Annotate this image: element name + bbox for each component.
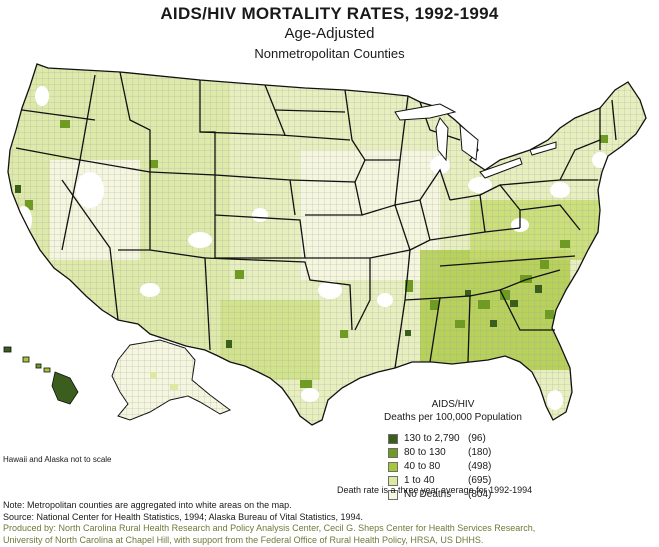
legend-swatch [388, 448, 398, 458]
legend-label: 80 to 130 [404, 447, 446, 458]
legend-swatch [388, 476, 398, 486]
legend-item: 130 to 2,790 (96) [368, 433, 538, 446]
county-fill-layer [8, 64, 646, 425]
legend-swatch [388, 490, 398, 500]
producer-note-2: University of North Carolina at Chapel H… [3, 534, 484, 545]
legend-count: (498) [468, 461, 492, 472]
map-subtitle: Age-Adjusted [284, 25, 375, 42]
legend-item: No Deaths (804) [368, 489, 538, 502]
legend-label: 1 to 40 [404, 475, 435, 486]
footer-notes: Note: Metropolitan counties are aggregat… [3, 500, 535, 546]
metro-note: Note: Metropolitan counties are aggregat… [3, 500, 292, 510]
legend-item: 1 to 40 (695) [368, 475, 538, 488]
legend-count: (695) [468, 475, 492, 486]
legend-count: (180) [468, 447, 492, 458]
us-county-map [3, 63, 647, 426]
map-legend: AIDS/HIV Deaths per 100,000 Population 1… [368, 398, 538, 502]
legend-count: (804) [468, 489, 492, 500]
legend-label: No Deaths [404, 489, 452, 500]
scale-note: Hawaii and Alaska not to scale [3, 455, 112, 464]
producer-note: Produced by: North Carolina Rural Health… [3, 523, 536, 533]
legend-count: (96) [468, 433, 486, 444]
map-title: AIDS/HIV MORTALITY RATES, 1992-1994 [160, 4, 499, 23]
legend-swatch [388, 434, 398, 444]
legend-swatch [388, 462, 398, 472]
source-note: Source: National Center for Health Stati… [3, 511, 364, 522]
average-note: Death rate is a three year average for 1… [337, 485, 533, 495]
legend-item: 40 to 80 (498) [368, 461, 538, 474]
legend-item: 80 to 130 (180) [368, 447, 538, 460]
hawaii-inset [3, 346, 79, 405]
map-subtitle-2: Nonmetropolitan Counties [254, 46, 405, 61]
legend-title: AIDS/HIV Deaths per 100,000 Population [384, 399, 522, 423]
state-borders [7, 63, 647, 426]
legend-label: 40 to 80 [404, 461, 441, 472]
legend-label: 130 to 2,790 [404, 433, 460, 444]
alaska-inset [111, 339, 232, 421]
